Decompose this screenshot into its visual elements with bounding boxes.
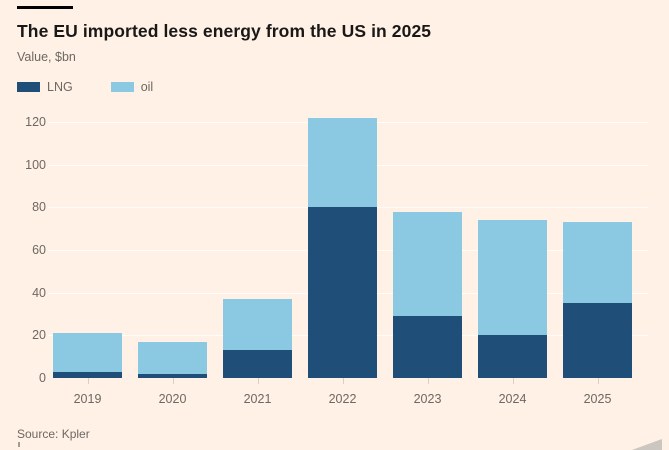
x-axis-label: 2022 bbox=[328, 392, 357, 406]
axis-tick bbox=[87, 378, 89, 384]
resize-grip-icon[interactable] bbox=[632, 439, 662, 450]
x-axis-label: 2024 bbox=[498, 392, 527, 406]
y-axis-label: 80 bbox=[32, 200, 46, 215]
chart-title: The EU imported less energy from the US … bbox=[17, 21, 432, 41]
x-axis-label: 2019 bbox=[73, 392, 102, 406]
source-line: Source: Kpler bbox=[17, 427, 90, 441]
legend-item-lng: LNG bbox=[17, 80, 73, 94]
legend-label-oil: oil bbox=[140, 80, 154, 94]
artifact-mark bbox=[18, 442, 20, 447]
y-axis-label: 120 bbox=[25, 115, 46, 129]
bar-segment-oil-2024 bbox=[478, 220, 547, 336]
y-axis-label: 0 bbox=[39, 371, 46, 385]
bar-segment-lng-2022 bbox=[308, 207, 377, 378]
bar-segment-lng-2021 bbox=[223, 350, 292, 378]
axis-tick bbox=[597, 378, 599, 384]
axis-tick bbox=[427, 378, 429, 384]
lng-swatch-icon bbox=[17, 82, 40, 92]
axis-tick bbox=[257, 378, 259, 384]
bar-segment-oil-2019 bbox=[53, 333, 122, 372]
bar-segment-lng-2024 bbox=[478, 335, 547, 378]
x-axis-label: 2023 bbox=[413, 392, 442, 406]
x-axis-label: 2020 bbox=[158, 392, 187, 406]
bar-segment-oil-2022 bbox=[308, 117, 377, 208]
bar-segment-lng-2023 bbox=[393, 316, 462, 378]
y-axis-label: 40 bbox=[32, 285, 46, 300]
axis-tick bbox=[342, 378, 344, 384]
bar-segment-oil-2023 bbox=[393, 211, 462, 317]
x-axis-label: 2025 bbox=[583, 392, 612, 406]
bar-segment-oil-2021 bbox=[223, 299, 292, 351]
oil-swatch-icon bbox=[110, 82, 134, 92]
bar-segment-lng-2025 bbox=[563, 303, 632, 378]
legend-item-oil: oil bbox=[110, 80, 154, 94]
y-axis-label: 60 bbox=[32, 243, 46, 257]
bar-segment-lng-2019 bbox=[53, 371, 122, 378]
y-axis-label: 20 bbox=[32, 328, 46, 343]
bar-segment-oil-2025 bbox=[563, 222, 632, 304]
legend-label-lng: LNG bbox=[47, 80, 73, 94]
axis-tick bbox=[512, 378, 514, 384]
title-rule bbox=[17, 6, 73, 9]
legend: LNG oil bbox=[17, 80, 153, 94]
bar-segment-oil-2020 bbox=[138, 341, 207, 374]
y-axis-label: 100 bbox=[25, 157, 46, 172]
bar-segment-lng-2020 bbox=[138, 373, 207, 378]
chart-subtitle: Value, $bn bbox=[17, 50, 76, 64]
axis-tick bbox=[172, 378, 174, 384]
x-axis-label: 2021 bbox=[243, 392, 272, 406]
